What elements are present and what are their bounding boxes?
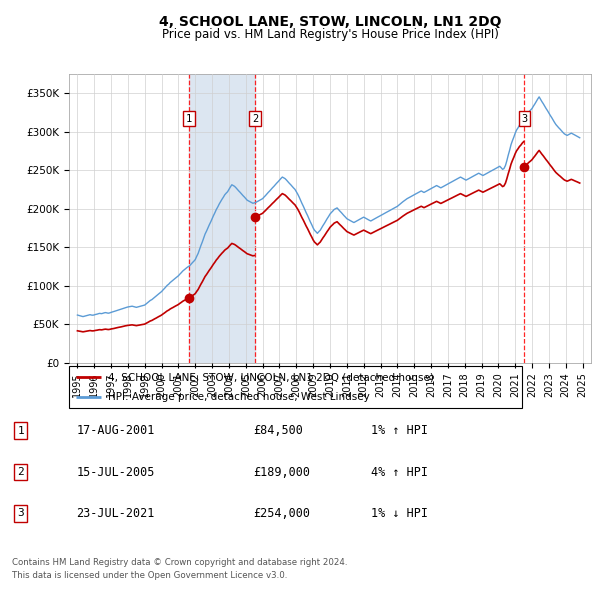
Text: 17-AUG-2001: 17-AUG-2001 xyxy=(77,424,155,437)
Text: £84,500: £84,500 xyxy=(253,424,303,437)
Text: 2: 2 xyxy=(17,467,24,477)
Text: 3: 3 xyxy=(521,113,527,123)
Bar xyxy=(189,74,255,363)
Text: £189,000: £189,000 xyxy=(253,466,310,478)
Text: 4, SCHOOL LANE, STOW, LINCOLN, LN1 2DQ: 4, SCHOOL LANE, STOW, LINCOLN, LN1 2DQ xyxy=(159,15,501,29)
Text: 23-JUL-2021: 23-JUL-2021 xyxy=(77,507,155,520)
Text: 1: 1 xyxy=(17,426,24,435)
Text: Contains HM Land Registry data © Crown copyright and database right 2024.: Contains HM Land Registry data © Crown c… xyxy=(12,558,347,566)
Text: 15-JUL-2005: 15-JUL-2005 xyxy=(77,466,155,478)
Text: 1% ↓ HPI: 1% ↓ HPI xyxy=(371,507,428,520)
Text: 1: 1 xyxy=(186,113,192,123)
Text: 4% ↑ HPI: 4% ↑ HPI xyxy=(371,466,428,478)
Text: Price paid vs. HM Land Registry's House Price Index (HPI): Price paid vs. HM Land Registry's House … xyxy=(161,28,499,41)
Text: 2: 2 xyxy=(252,113,258,123)
Text: 1% ↑ HPI: 1% ↑ HPI xyxy=(371,424,428,437)
Text: This data is licensed under the Open Government Licence v3.0.: This data is licensed under the Open Gov… xyxy=(12,571,287,579)
Text: 4, SCHOOL LANE, STOW, LINCOLN, LN1 2DQ (detached house): 4, SCHOOL LANE, STOW, LINCOLN, LN1 2DQ (… xyxy=(107,372,433,382)
Text: £254,000: £254,000 xyxy=(253,507,310,520)
Text: 3: 3 xyxy=(17,509,24,518)
Text: HPI: Average price, detached house, West Lindsey: HPI: Average price, detached house, West… xyxy=(107,392,369,402)
